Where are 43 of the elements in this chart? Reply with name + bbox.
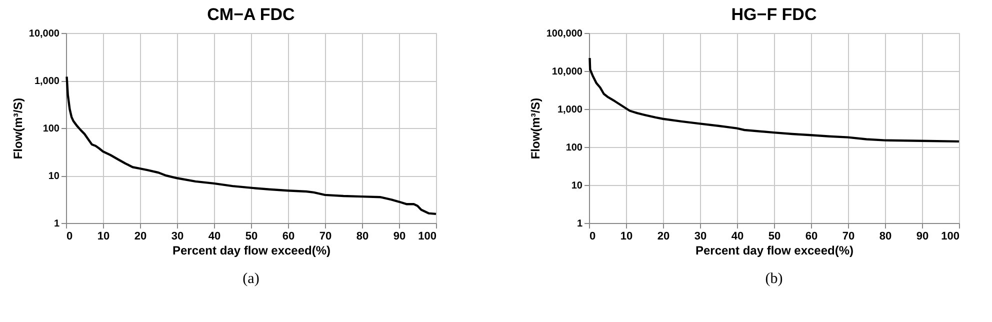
x-tick-label: 70 bbox=[319, 230, 332, 242]
x-tick-label: 0 bbox=[590, 230, 596, 242]
y-tick-label: 100,000 bbox=[546, 28, 583, 40]
x-tick-label: 80 bbox=[356, 230, 369, 242]
text: (b) bbox=[765, 271, 783, 287]
x-tick-label: 100 bbox=[418, 230, 436, 242]
y-tick-label: 10 bbox=[48, 171, 60, 182]
x-axis-title: Percent day flow exceed(%) bbox=[172, 244, 331, 258]
y-tick-label: 1,000 bbox=[557, 104, 583, 116]
x-tick-label: 30 bbox=[171, 230, 184, 242]
line-series bbox=[588, 56, 960, 143]
x-tick-label: 50 bbox=[768, 230, 781, 242]
x-tick-label: 40 bbox=[731, 230, 744, 242]
y-tick-label: 1 bbox=[576, 218, 583, 230]
chart-title: HG−F FDC bbox=[731, 5, 817, 24]
y-tick-label: 100 bbox=[566, 142, 583, 154]
x-tick-label: 10 bbox=[620, 230, 633, 242]
x-tick-label: 20 bbox=[134, 230, 147, 242]
line-series bbox=[66, 76, 438, 216]
x-tick-label: 90 bbox=[916, 230, 929, 242]
y-tick-label: 10 bbox=[571, 180, 583, 192]
x-tick-label: 0 bbox=[66, 230, 73, 242]
y-tick-label: 10,000 bbox=[552, 66, 583, 78]
y-tick-label: 100 bbox=[42, 124, 60, 134]
x-tick-label: 20 bbox=[657, 230, 670, 242]
x-tick-label: 40 bbox=[208, 230, 221, 242]
x-tick-label: 90 bbox=[393, 230, 406, 242]
x-tick-label: 10 bbox=[97, 230, 110, 242]
y-tick-label: 10,000 bbox=[28, 28, 60, 40]
x-tick-label: 60 bbox=[282, 230, 295, 242]
x-tick-label: 50 bbox=[245, 230, 258, 242]
x-tick-label: 70 bbox=[842, 230, 855, 242]
y-tick-label: 1,000 bbox=[34, 76, 60, 87]
y-axis-title: Flow(m³/S) bbox=[528, 98, 542, 160]
x-tick-label: 100 bbox=[941, 230, 960, 242]
y-tick-label: 1 bbox=[54, 218, 60, 230]
text: (a) bbox=[242, 271, 260, 287]
x-tick-label: 30 bbox=[694, 230, 707, 242]
chart-title: CM−A FDC bbox=[207, 5, 295, 24]
x-axis-title: Percent day flow exceed(%) bbox=[695, 244, 854, 258]
x-tick-label: 60 bbox=[805, 230, 818, 242]
y-axis-title: Flow(m³/S) bbox=[10, 98, 25, 160]
x-tick-label: 80 bbox=[879, 230, 892, 242]
